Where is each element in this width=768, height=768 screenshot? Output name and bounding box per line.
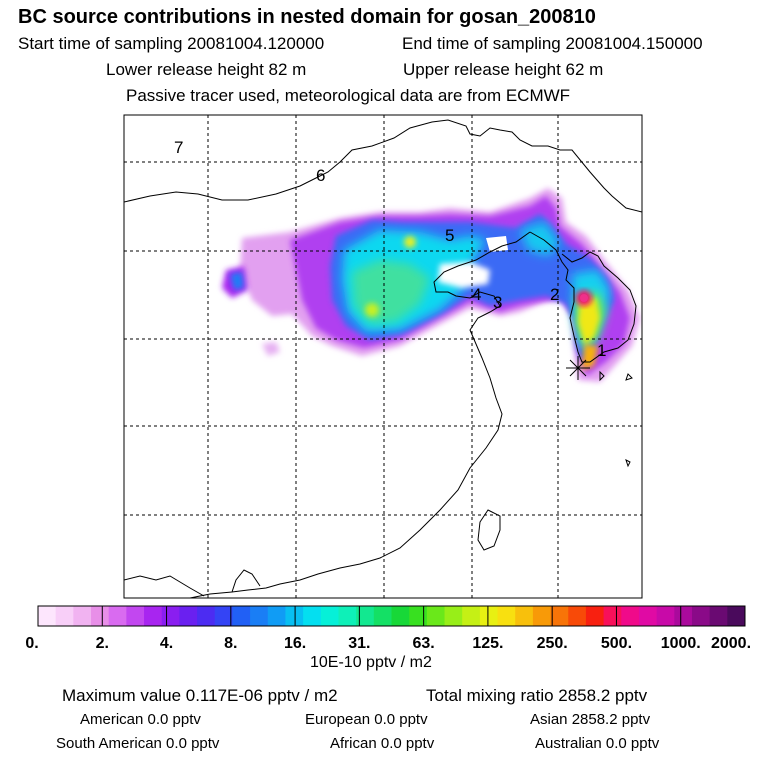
colorbar-tick-label: 8.: [224, 635, 237, 650]
upper-release-label: Upper release height 62 m: [403, 60, 604, 79]
colorbar-unit-label: 10E-10 pptv / m2: [310, 654, 432, 671]
colorbar-swatch: [621, 606, 640, 626]
start-time-label: Start time of sampling 20081004.120000: [18, 34, 325, 53]
colorbar-tick-label: 63.: [413, 635, 435, 650]
colorbar-swatch: [73, 606, 92, 626]
colorbar-swatch: [285, 606, 304, 626]
region-label-7: 7: [174, 138, 183, 157]
colorbar-swatch: [709, 606, 728, 626]
colorbar-swatch: [691, 606, 711, 626]
colorbar-swatch: [568, 606, 587, 626]
end-time-label: End time of sampling 20081004.150000: [402, 34, 703, 53]
american-contribution: American 0.0 pptv: [80, 711, 201, 728]
max-value-label: Maximum value 0.117E-06 pptv / m2: [62, 686, 338, 705]
map-figure: 7 6 5 4 3 2 1 0. 2. 4. 8. 16. 31. 63. 125. 250. 5…: [25, 114, 751, 650]
receptor-asterisk-marker: [566, 356, 590, 380]
coastline: [124, 119, 642, 598]
african-contribution: African 0.0 pptv: [330, 735, 435, 752]
colorbar-swatch: [250, 606, 269, 626]
colorbar-swatch: [373, 606, 392, 626]
map-frame: [123, 114, 643, 599]
south-american-contribution: South American 0.0 pptv: [56, 735, 220, 752]
colorbar-swatch: [144, 606, 163, 626]
total-mixing-label: Total mixing ratio 2858.2 pptv: [426, 686, 648, 705]
colorbar-swatch: [197, 606, 216, 626]
colorbar-swatch: [320, 606, 339, 626]
colorbar-swatch: [356, 606, 375, 626]
region-label-3: 3: [493, 293, 502, 312]
colorbar-tick-label: 125.: [472, 635, 503, 650]
colorbar-swatch: [126, 606, 145, 626]
colorbar-swatch: [391, 606, 410, 626]
plot-title: BC source contributions in nested domain…: [18, 6, 596, 28]
colorbar-swatch: [585, 606, 605, 626]
colorbar-swatch: [497, 606, 516, 626]
colorbar-swatch: [179, 606, 198, 626]
colorbar-swatch: [232, 606, 251, 626]
region-label-6: 6: [316, 166, 325, 185]
colorbar-swatch: [479, 606, 499, 626]
colorbar-tick-label: 4.: [160, 635, 173, 650]
colorbar-swatch: [727, 606, 746, 626]
colorbar-swatch: [462, 606, 481, 626]
colorbar-tick-label: 250.: [537, 635, 568, 650]
colorbar-swatch: [267, 606, 286, 626]
colorbar-swatch: [532, 606, 552, 626]
colorbar-tick-label: 0.: [25, 635, 38, 650]
colorbar-swatch: [303, 606, 322, 626]
colorbar-swatch: [550, 606, 569, 626]
colorbar-swatch: [214, 606, 233, 626]
colorbar-tick-label: 31.: [348, 635, 370, 650]
graticule: [124, 115, 642, 598]
colorbar-tick-label: 1000.: [661, 635, 701, 650]
colorbar-tick-label: 16.: [284, 635, 306, 650]
colorbar-swatch: [638, 606, 658, 626]
colorbar-swatch: [338, 606, 357, 626]
region-label-2: 2: [550, 285, 559, 304]
colorbar: 0. 2. 4. 8. 16. 31. 63. 125. 250. 500. 1000. 2000.: [25, 605, 751, 650]
european-contribution: European 0.0 pptv: [305, 711, 428, 728]
colorbar-swatch: [674, 606, 693, 626]
colorbar-swatch: [108, 606, 127, 626]
colorbar-swatch: [55, 606, 74, 626]
colorbar-frame: [37, 605, 746, 627]
colorbar-swatch: [426, 606, 446, 626]
colorbar-swatch: [161, 606, 180, 626]
asian-contribution: Asian 2858.2 pptv: [530, 711, 651, 728]
region-label-1: 1: [597, 341, 606, 360]
tracer-note-label: Passive tracer used, meteorological data…: [126, 86, 571, 105]
australian-contribution: Australian 0.0 pptv: [535, 735, 660, 752]
colorbar-tick-label: 500.: [601, 635, 632, 650]
colorbar-swatch: [603, 606, 622, 626]
colorbar-swatch: [409, 606, 428, 626]
colorbar-tick-label: 2000.: [711, 635, 751, 650]
colorbar-swatch: [91, 606, 110, 626]
colorbar-swatch: [656, 606, 675, 626]
colorbar-swatch: [38, 606, 57, 626]
colorbar-tick-label: 2.: [96, 635, 109, 650]
colorbar-swatch: [444, 606, 463, 626]
concentration-plume: [222, 188, 640, 382]
region-label-5: 5: [445, 226, 454, 245]
region-label-4: 4: [472, 285, 481, 304]
lower-release-label: Lower release height 82 m: [106, 60, 307, 79]
colorbar-swatch: [515, 606, 534, 626]
